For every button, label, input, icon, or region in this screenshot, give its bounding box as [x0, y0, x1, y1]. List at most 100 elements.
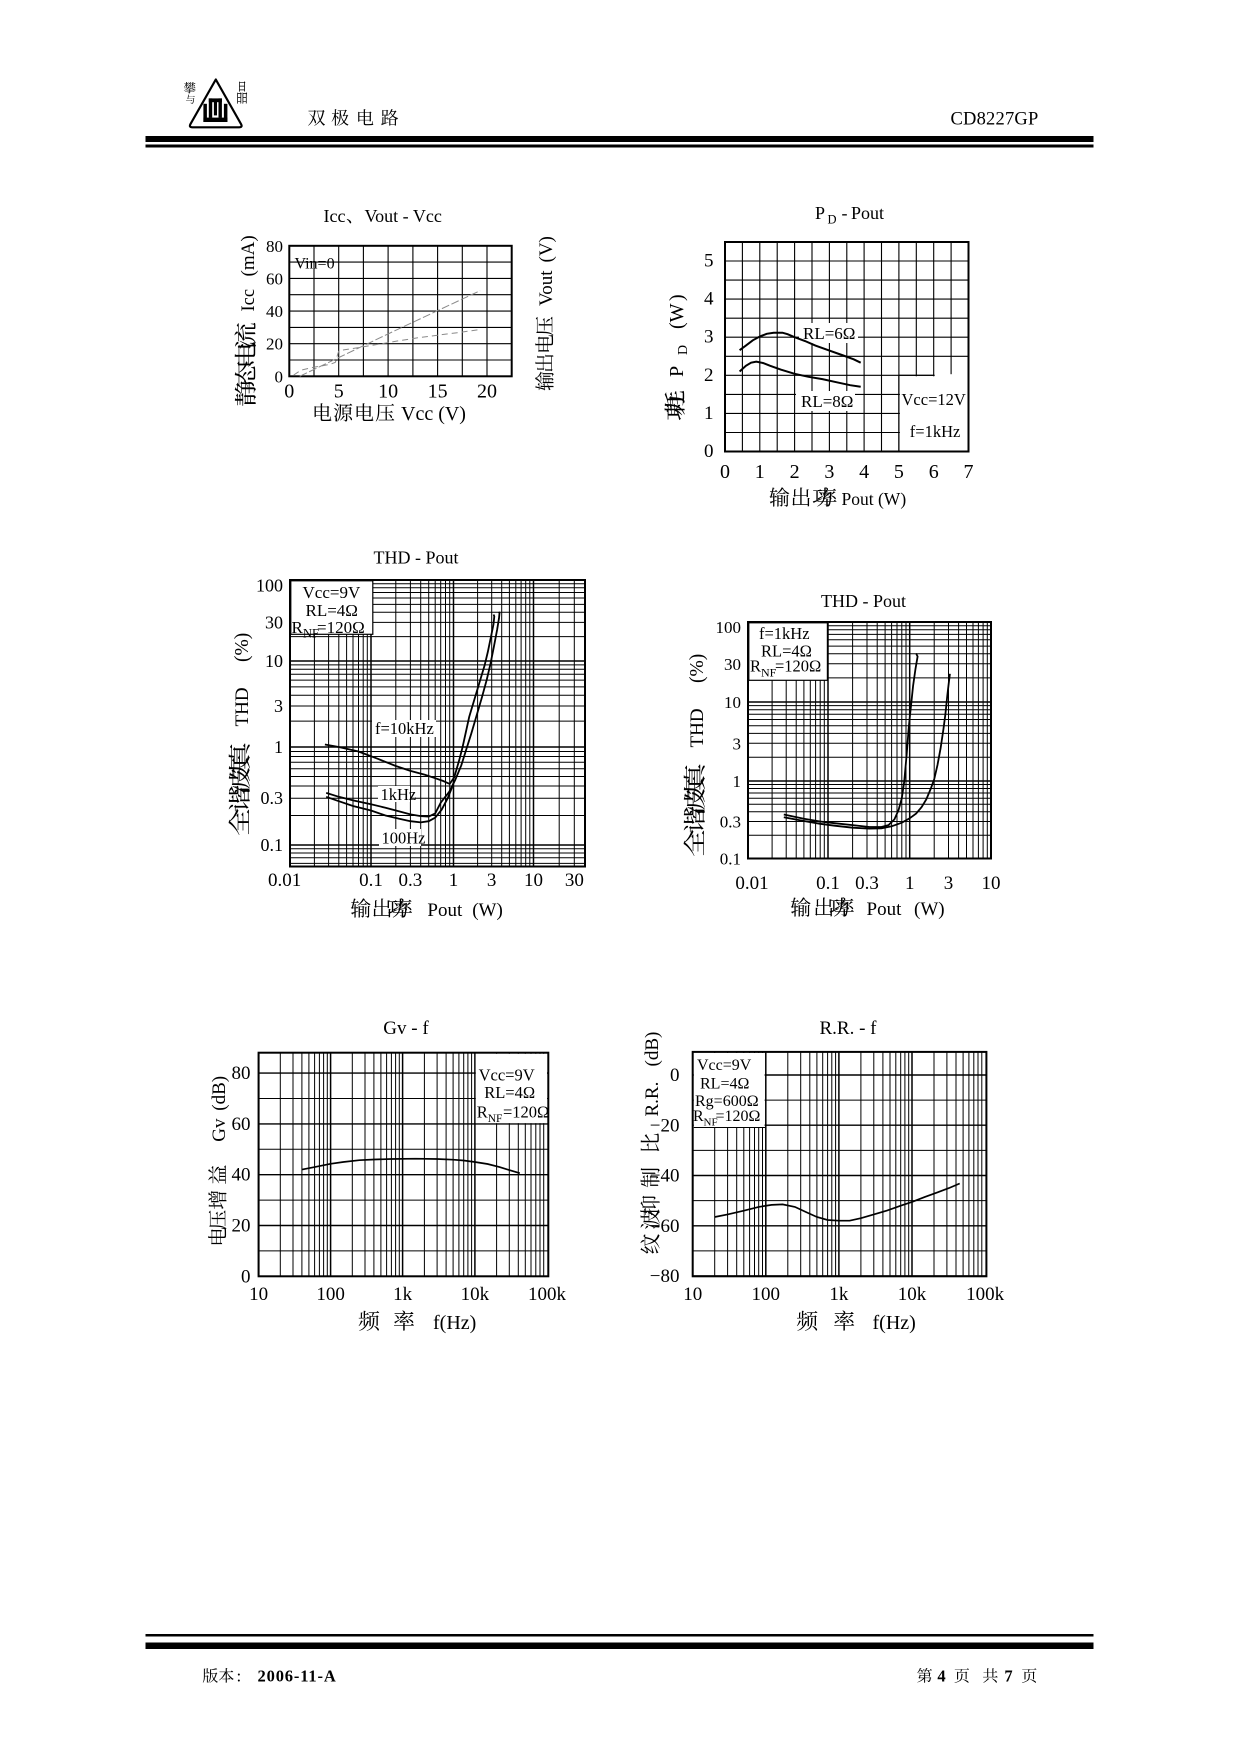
svg-text:3: 3	[824, 461, 834, 483]
svg-text:1: 1	[733, 772, 742, 791]
svg-text:RL=4Ω: RL=4Ω	[761, 642, 812, 661]
svg-text:f=10kHz: f=10kHz	[375, 719, 434, 738]
svg-text:=120Ω: =120Ω	[317, 618, 365, 637]
svg-text:100: 100	[256, 576, 283, 596]
svg-text:10: 10	[724, 693, 741, 712]
svg-text:10k: 10k	[898, 1284, 927, 1305]
svg-text:4: 4	[937, 1667, 945, 1686]
svg-text:Vcc=9V: Vcc=9V	[479, 1066, 535, 1085]
svg-text:100: 100	[716, 618, 742, 637]
svg-text:0.3: 0.3	[261, 788, 284, 808]
svg-text:10: 10	[683, 1284, 702, 1305]
svg-text:Vin=0: Vin=0	[295, 256, 335, 273]
svg-text::: :	[237, 1667, 242, 1686]
svg-text:10k: 10k	[461, 1284, 490, 1305]
svg-text:Pout: Pout	[427, 900, 463, 921]
svg-text:−80: −80	[650, 1266, 680, 1287]
svg-text:THD - Pout: THD - Pout	[374, 548, 459, 568]
svg-text:0.3: 0.3	[398, 870, 422, 891]
svg-text:100Hz: 100Hz	[382, 829, 426, 848]
svg-text:80: 80	[266, 237, 283, 256]
svg-text:60: 60	[266, 269, 283, 288]
svg-text:f=1kHz: f=1kHz	[910, 422, 961, 441]
svg-text:1: 1	[905, 873, 915, 894]
svg-text:(W): (W)	[914, 899, 945, 920]
svg-text:THD: THD	[687, 708, 708, 747]
svg-text:3: 3	[733, 734, 742, 753]
svg-text:30: 30	[724, 655, 741, 674]
svg-text:Vcc=12V: Vcc=12V	[902, 390, 966, 409]
svg-text:0: 0	[670, 1065, 680, 1086]
svg-text:3: 3	[274, 696, 283, 716]
svg-text:f=1kHz: f=1kHz	[759, 624, 810, 643]
svg-text:NF: NF	[488, 1113, 503, 1125]
svg-text:RL=4Ω: RL=4Ω	[306, 601, 358, 620]
svg-text:THD - Pout: THD - Pout	[821, 591, 906, 611]
svg-text:(dB): (dB)	[642, 1032, 663, 1067]
svg-text:−20: −20	[650, 1115, 680, 1136]
svg-text:6: 6	[929, 461, 939, 483]
svg-text:10: 10	[265, 651, 283, 671]
svg-text:7: 7	[964, 461, 974, 483]
svg-text:0.01: 0.01	[735, 873, 768, 894]
svg-text:Rg=600Ω: Rg=600Ω	[695, 1093, 759, 1110]
svg-text:0.1: 0.1	[816, 873, 840, 894]
svg-text:1k: 1k	[393, 1284, 413, 1305]
svg-text:RL=4Ω: RL=4Ω	[484, 1083, 535, 1102]
svg-text:20: 20	[232, 1216, 251, 1237]
svg-text:0.1: 0.1	[261, 835, 284, 855]
svg-text:1k: 1k	[829, 1284, 849, 1305]
svg-text:R: R	[693, 1108, 704, 1125]
svg-text:f(Hz): f(Hz)	[433, 1312, 476, 1334]
svg-text:1kHz: 1kHz	[381, 785, 417, 804]
svg-text:−60: −60	[650, 1216, 680, 1237]
svg-text:NF: NF	[303, 627, 319, 641]
svg-text:(W): (W)	[472, 900, 503, 921]
svg-text:0.3: 0.3	[855, 873, 879, 894]
svg-text:100: 100	[316, 1284, 345, 1305]
svg-text:Vcc (V): Vcc (V)	[401, 403, 466, 425]
svg-text:THD: THD	[232, 687, 253, 726]
svg-text:D: D	[676, 345, 691, 355]
svg-text:5: 5	[894, 461, 904, 483]
svg-text:Pout: Pout	[851, 203, 884, 223]
svg-text:NF: NF	[761, 666, 777, 680]
svg-text:1: 1	[704, 403, 714, 424]
svg-text:40: 40	[232, 1165, 251, 1186]
svg-text:1: 1	[755, 461, 765, 483]
svg-text:1: 1	[449, 870, 459, 891]
svg-text:R: R	[477, 1103, 488, 1122]
svg-text:Vout: Vout	[536, 270, 557, 306]
svg-text:80: 80	[232, 1063, 251, 1084]
svg-text:0.1: 0.1	[720, 850, 741, 869]
svg-text:4: 4	[704, 289, 714, 310]
svg-text:15: 15	[428, 381, 448, 403]
svg-text:3: 3	[487, 870, 497, 891]
svg-text:-: -	[842, 203, 848, 223]
svg-text:3: 3	[944, 873, 954, 894]
svg-text:5: 5	[334, 381, 344, 403]
svg-text:2: 2	[790, 461, 800, 483]
svg-text:(dB): (dB)	[209, 1076, 230, 1111]
svg-text:60: 60	[232, 1114, 251, 1135]
svg-text:10: 10	[378, 381, 398, 403]
svg-text:100: 100	[752, 1284, 781, 1305]
svg-text:P: P	[815, 203, 825, 223]
svg-text:): )	[666, 294, 688, 301]
svg-text:RL=8Ω: RL=8Ω	[801, 392, 853, 411]
svg-text:(mA): (mA)	[238, 235, 259, 276]
svg-text:CD8227GP: CD8227GP	[951, 109, 1039, 129]
svg-text:0.3: 0.3	[720, 813, 741, 832]
svg-text:=120Ω: =120Ω	[716, 1108, 761, 1125]
svg-text:RL=6Ω: RL=6Ω	[803, 324, 855, 343]
svg-text:0.1: 0.1	[359, 870, 383, 891]
svg-text:10: 10	[249, 1284, 268, 1305]
svg-text:R.R.: R.R.	[642, 1082, 663, 1117]
svg-text:R.R. - f: R.R. - f	[820, 1018, 878, 1039]
svg-text:40: 40	[266, 302, 283, 321]
svg-text:P: P	[666, 366, 688, 377]
svg-text:NF: NF	[704, 1117, 718, 1129]
svg-text:(%): (%)	[687, 654, 708, 683]
svg-text:−40: −40	[650, 1166, 680, 1187]
svg-text:0: 0	[704, 441, 714, 462]
